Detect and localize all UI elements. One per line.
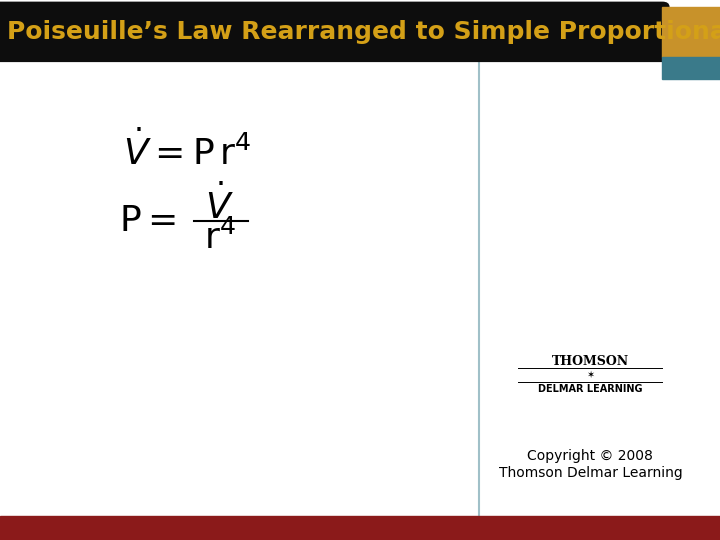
FancyBboxPatch shape <box>0 2 670 62</box>
Text: THOMSON: THOMSON <box>552 355 629 368</box>
Bar <box>662 7 720 57</box>
Text: $\mathrm{r^4}$: $\mathrm{r^4}$ <box>204 219 235 256</box>
Text: $\dot{V} = \mathrm{P\,r^4}$: $\dot{V} = \mathrm{P\,r^4}$ <box>123 131 251 172</box>
Text: DELMAR LEARNING: DELMAR LEARNING <box>538 384 643 394</box>
Bar <box>0 516 720 540</box>
Text: Poiseuille’s Law Rearranged to Simple Proportionalities: Poiseuille’s Law Rearranged to Simple Pr… <box>7 20 720 44</box>
Text: ✶: ✶ <box>586 370 595 380</box>
Bar <box>662 57 720 79</box>
Text: $\dot{V}$: $\dot{V}$ <box>205 185 234 226</box>
Text: Copyright © 2008
Thomson Delmar Learning: Copyright © 2008 Thomson Delmar Learning <box>498 449 683 480</box>
Text: $\mathrm{P} = $: $\mathrm{P} = $ <box>119 205 176 238</box>
